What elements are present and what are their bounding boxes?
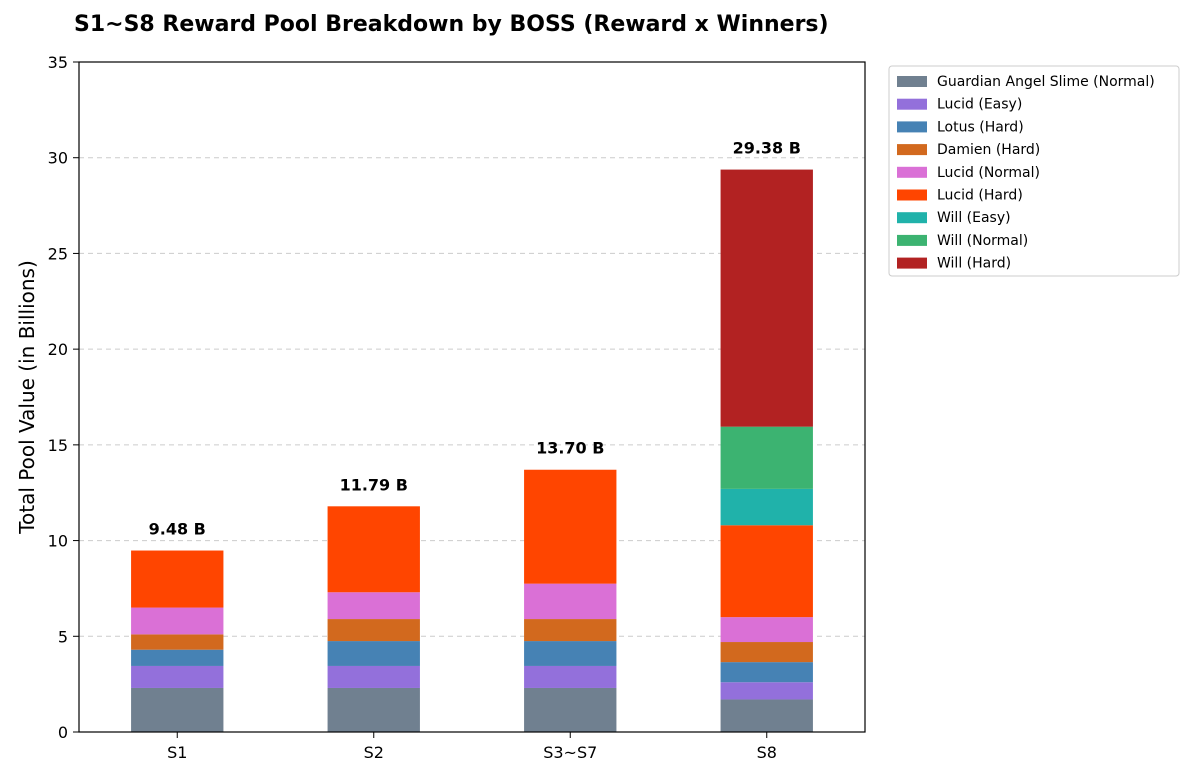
bar-segment <box>327 687 420 732</box>
bar-segment <box>131 607 224 635</box>
bar-segment <box>131 550 224 608</box>
x-tick-label: S8 <box>757 743 777 762</box>
y-tick-label: 10 <box>48 532 68 551</box>
bar-segment <box>327 665 420 688</box>
x-tick-label: S2 <box>364 743 384 762</box>
legend-swatch <box>897 166 927 178</box>
bar-segment <box>131 634 224 650</box>
x-tick-label: S1 <box>167 743 187 762</box>
bar-total-label: 29.38 B <box>733 139 801 158</box>
bar-segment <box>327 592 420 620</box>
bar-segment <box>720 426 813 489</box>
legend-swatch <box>897 257 927 269</box>
y-tick-label: 20 <box>48 340 68 359</box>
bar-segment <box>720 682 813 700</box>
bar-segment <box>327 506 420 593</box>
bar-segment <box>720 662 813 683</box>
bar-segment <box>131 649 224 666</box>
legend-item: Will (Easy) <box>897 210 1011 226</box>
bar-stack <box>524 469 617 732</box>
legend-item: Damien (Hard) <box>897 142 1040 158</box>
bar-segment <box>524 641 617 666</box>
legend-label: Lucid (Easy) <box>937 97 1022 113</box>
x-axis: S1 S2 S3~S7 S8 <box>167 732 777 762</box>
legend-swatch <box>897 76 927 87</box>
legend-label: Lotus (Hard) <box>937 119 1024 135</box>
bar-segment <box>524 619 617 642</box>
legend-item: Guardian Angel Slime (Normal) <box>897 74 1155 90</box>
bar-stack <box>327 506 420 732</box>
chart-title: S1~S8 Reward Pool Breakdown by BOSS (Rew… <box>74 12 829 37</box>
bar-stack <box>720 169 813 732</box>
bar-segment <box>524 687 617 732</box>
legend-item: Lucid (Hard) <box>897 188 1023 204</box>
bar-stacks <box>131 169 813 732</box>
bar-segment <box>327 641 420 666</box>
bar-total-label: 9.48 B <box>149 520 206 539</box>
legend-label: Guardian Angel Slime (Normal) <box>937 74 1155 90</box>
legend-item: Will (Normal) <box>897 233 1028 249</box>
legend-swatch <box>897 144 927 156</box>
legend-label: Lucid (Hard) <box>937 188 1023 204</box>
legend-label: Will (Hard) <box>937 256 1011 272</box>
y-tick-label: 15 <box>48 436 68 455</box>
y-axis-label: Total Pool Value (in Billions) <box>15 260 39 535</box>
bar-segment <box>524 665 617 688</box>
y-tick-label: 30 <box>48 149 68 168</box>
y-tick-label: 35 <box>48 53 68 72</box>
legend-swatch <box>897 189 927 201</box>
legend-item: Will (Hard) <box>897 256 1011 272</box>
bar-segment <box>720 169 813 427</box>
legend-label: Will (Normal) <box>937 233 1028 249</box>
x-tick-label: S3~S7 <box>543 743 597 762</box>
legend-label: Will (Easy) <box>937 210 1011 226</box>
bar-segment <box>131 687 224 732</box>
y-tick-label: 25 <box>48 244 68 263</box>
legend-label: Damien (Hard) <box>937 142 1040 158</box>
bar-segment <box>524 469 617 584</box>
legend-swatch <box>897 98 927 110</box>
legend-label: Lucid (Normal) <box>937 165 1040 181</box>
legend-item: Lotus (Hard) <box>897 119 1024 135</box>
bar-segment <box>720 699 813 732</box>
plot-frame <box>78 61 866 733</box>
legend-swatch <box>897 234 927 246</box>
legend-frame <box>888 65 1180 277</box>
legend: Guardian Angel Slime (Normal) Lucid (Easy… <box>888 65 1180 277</box>
legend-item: Lucid (Easy) <box>897 97 1022 113</box>
bar-segment <box>327 619 420 642</box>
bar-segment <box>720 642 813 663</box>
y-axis: 0 5 10 15 20 25 30 35 <box>48 53 79 742</box>
bar-total-label: 11.79 B <box>340 475 408 494</box>
y-tick-label: 0 <box>58 723 68 742</box>
bar-segment <box>720 488 813 526</box>
bar-segment <box>720 617 813 643</box>
legend-swatch <box>897 212 927 224</box>
bar-segment <box>524 583 617 620</box>
bar-segment <box>131 665 224 688</box>
legend-swatch <box>897 121 927 133</box>
total-labels: 9.48 B 11.79 B 13.70 B 29.38 B <box>149 139 801 539</box>
bar-segment <box>720 525 813 618</box>
y-tick-label: 5 <box>58 627 68 646</box>
bar-total-label: 13.70 B <box>536 439 604 458</box>
legend-item: Lucid (Normal) <box>897 165 1040 181</box>
bar-stack <box>131 550 224 732</box>
